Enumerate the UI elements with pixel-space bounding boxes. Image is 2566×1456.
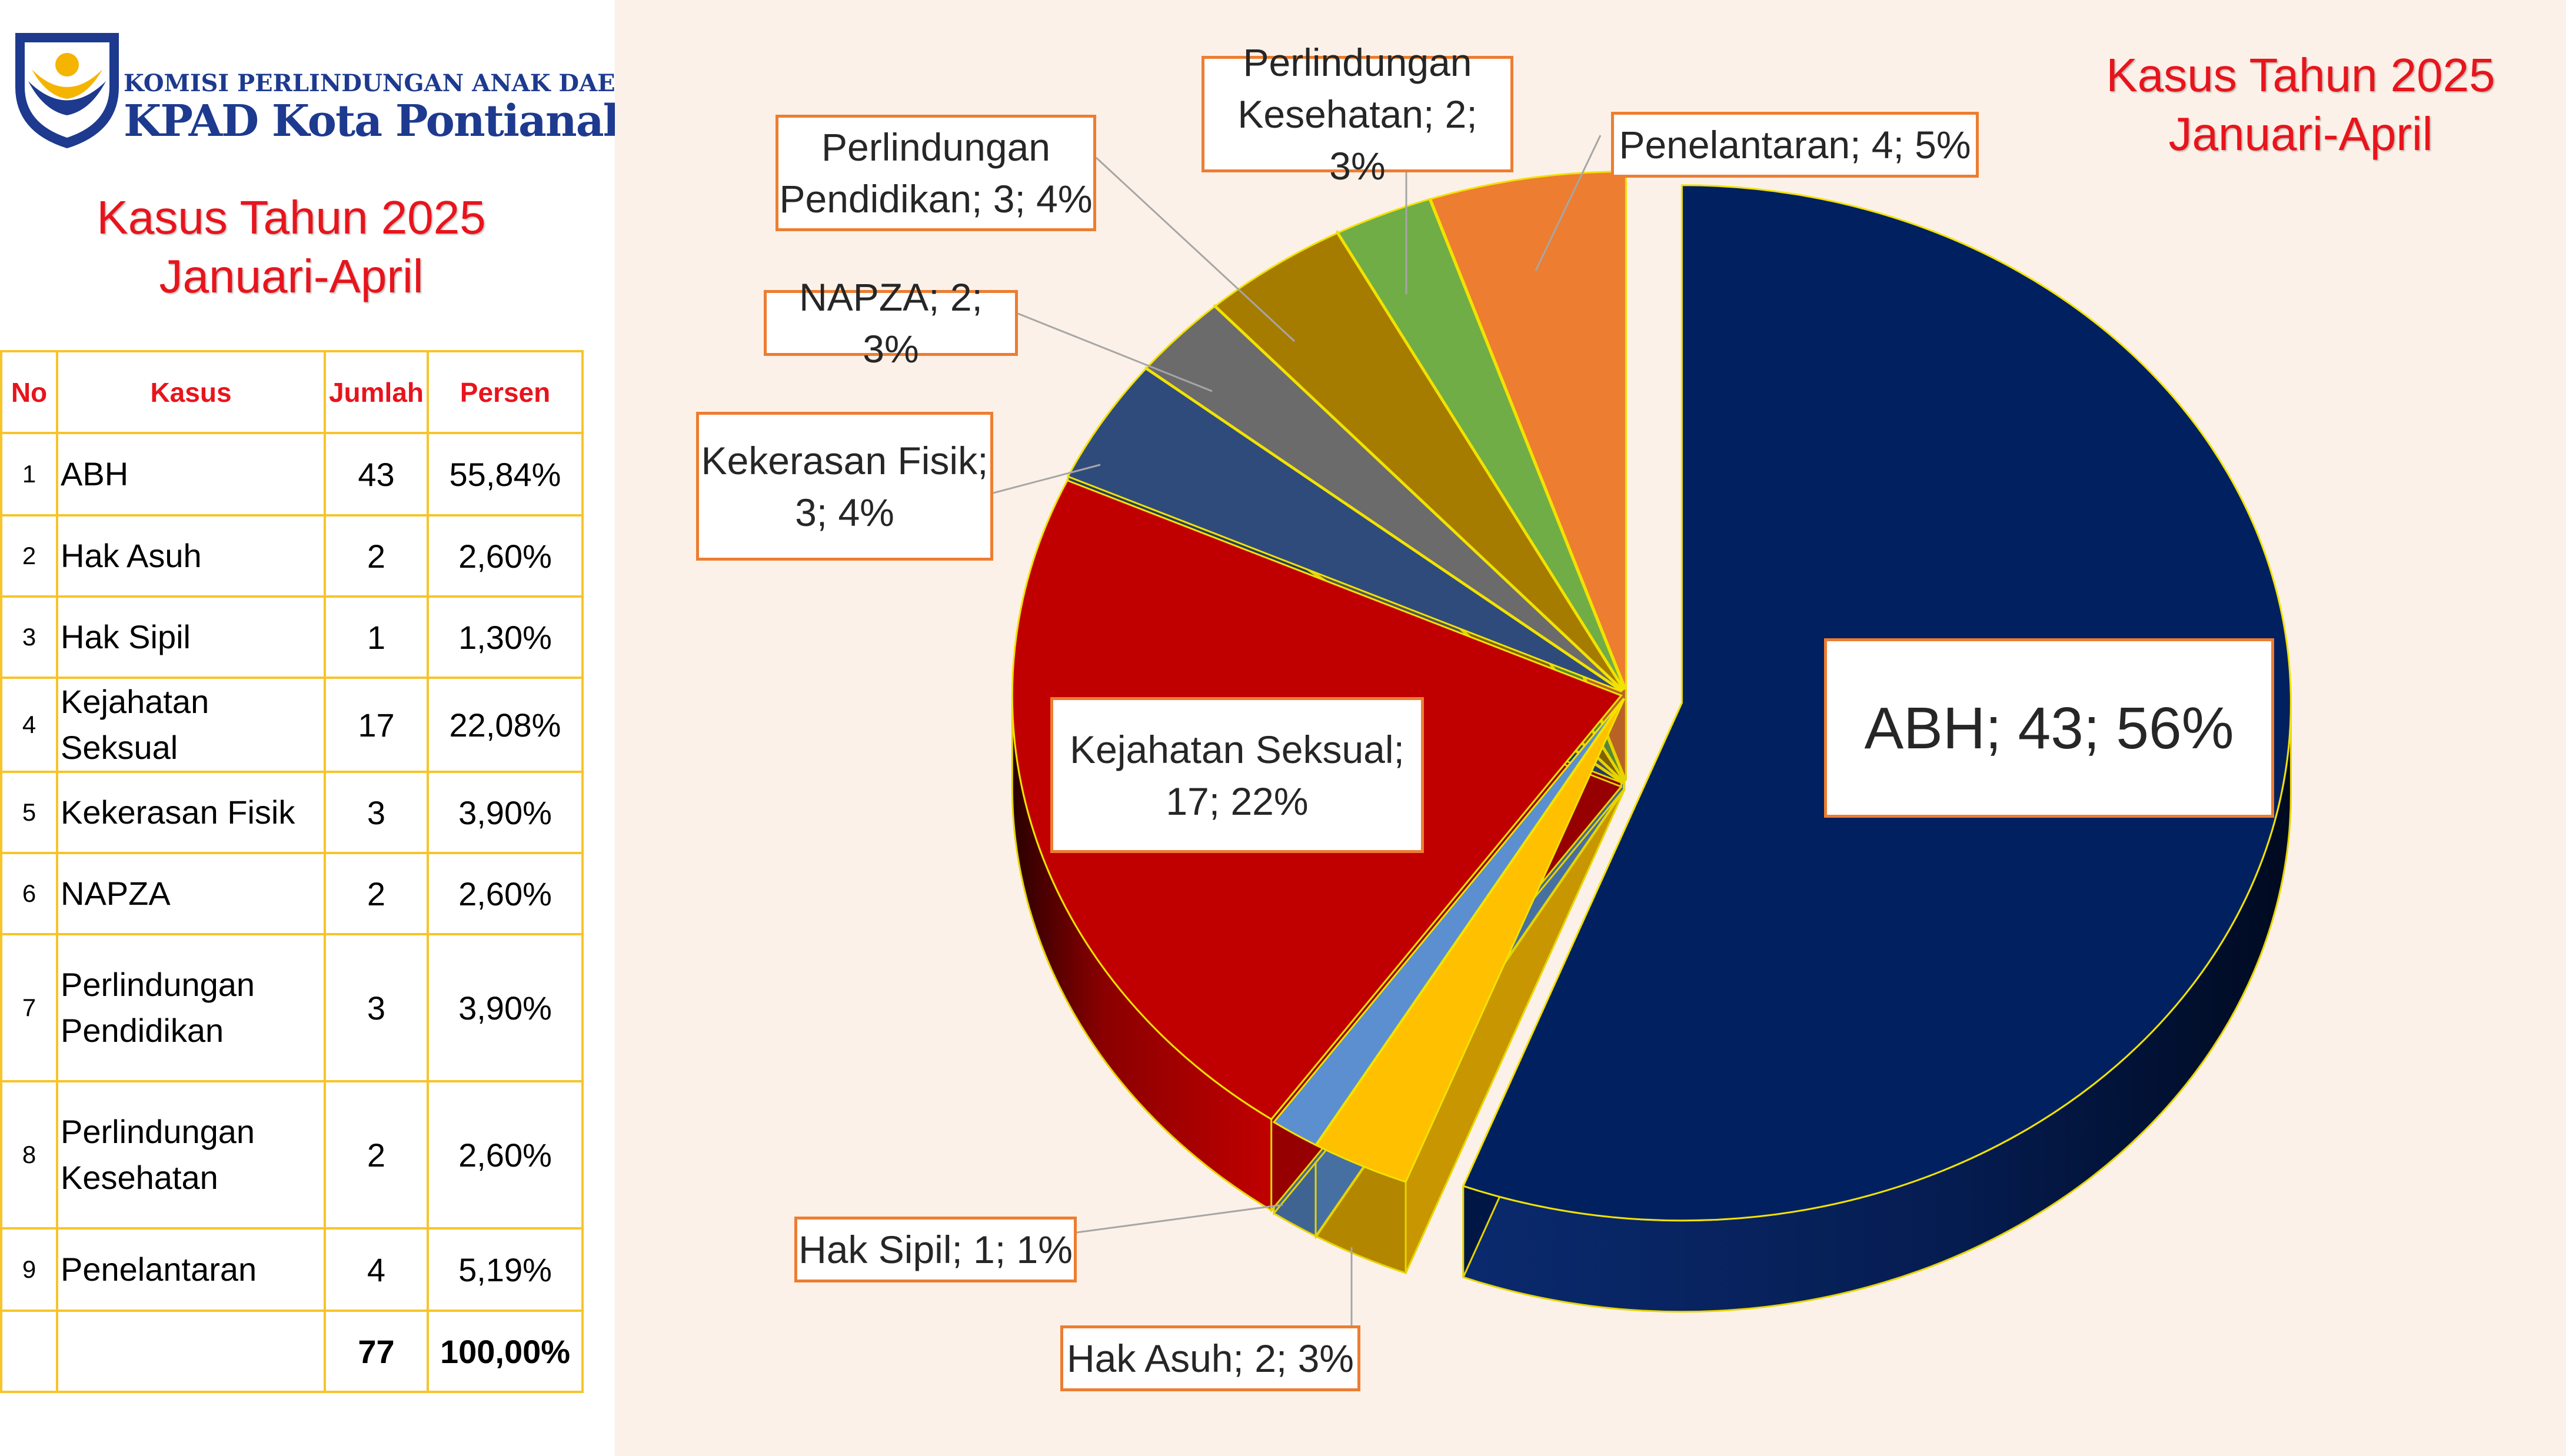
cases-table: No Kasus Jumlah Persen 1 ABH 43 55,84% 2…	[0, 350, 584, 1393]
cell-no: 8	[0, 1080, 58, 1230]
chart-title-line2: Januari-April	[2168, 108, 2433, 160]
data-label-text: Perlindungan Pendidikan; 3; 4%	[779, 125, 1093, 221]
cell-kasus: Penelantaran	[56, 1227, 326, 1312]
pie-slices	[1011, 171, 2292, 1313]
cell-no: 9	[0, 1227, 58, 1312]
data-label-abh: ABH; 43; 56%	[1824, 638, 2274, 818]
logo-org-name: KOMISI PERLINDUNGAN ANAK DAERAH	[124, 69, 675, 97]
header-jumlah: Jumlah	[324, 350, 429, 434]
cell-no: 2	[0, 514, 58, 598]
kpad-logo: KOMISI PERLINDUNGAN ANAK DAERAH KPAD Kot…	[8, 22, 675, 152]
cell-jumlah: 2	[324, 852, 429, 935]
cell-jumlah: 17	[324, 677, 429, 773]
cell-no: 4	[0, 677, 58, 773]
table-header-row: No Kasus Jumlah Persen	[0, 350, 584, 434]
table-row: 8 Perlindungan Kesehatan 2 2,60%	[0, 1080, 584, 1230]
cell-persen: 2,60%	[427, 1080, 584, 1230]
data-label-perlindungan-pendidikan: Perlindungan Pendidikan; 3; 4%	[776, 115, 1096, 231]
cell-kasus: Kejahatan Seksual	[56, 677, 326, 773]
header-persen: Persen	[427, 350, 584, 434]
header-no: No	[0, 350, 58, 434]
leader-line-perlindungan-pendidikan	[1095, 156, 1296, 342]
header-kasus: Kasus	[56, 350, 326, 434]
data-label-text: Hak Sipil; 1; 1%	[798, 1228, 1073, 1271]
data-label-text: Hak Asuh; 2; 3%	[1067, 1337, 1354, 1380]
data-label-napza: NAPZA; 2; 3%	[764, 275, 1018, 371]
cell-kasus: Hak Asuh	[56, 514, 326, 598]
cell-jumlah: 4	[324, 1227, 429, 1312]
data-label-text: Perlindungan Kesehatan; 2; 3%	[1237, 41, 1477, 188]
logo-org-title: KPAD Kota Pontianak	[124, 96, 633, 146]
cell-kasus: Kekerasan Fisik	[56, 771, 326, 854]
cell-no: 1	[0, 432, 58, 517]
cell-persen: 3,90%	[427, 771, 584, 854]
cell-jumlah: 2	[324, 514, 429, 598]
cell-kasus: ABH	[56, 432, 326, 517]
table-total-row: 77 100,00%	[0, 1310, 584, 1393]
cell-no: 3	[0, 595, 58, 679]
cell-persen: 2,60%	[427, 852, 584, 935]
cell-kasus: Perlindungan Pendidikan	[56, 933, 326, 1082]
slice-perlindungan-kesehatan	[1337, 198, 1626, 690]
cell-kasus: NAPZA	[56, 852, 326, 935]
data-label-text: ABH; 43; 56%	[1864, 695, 2234, 761]
data-label-penelantaran: Penelantaran; 4; 5%	[1611, 112, 1979, 178]
data-label-text: Kekerasan Fisik; 3; 4%	[701, 438, 989, 534]
cell-persen: 55,84%	[427, 432, 584, 517]
table-row: 7 Perlindungan Pendidikan 3 3,90%	[0, 933, 584, 1082]
total-jumlah: 77	[324, 1310, 429, 1393]
cell-no: 7	[0, 933, 58, 1082]
data-label-kekerasan-fisik: Kekerasan Fisik; 3; 4%	[696, 412, 993, 561]
table-title-line1: Kasus Tahun 2025	[96, 191, 486, 244]
table-row: 6 NAPZA 2 2,60%	[0, 852, 584, 935]
table-row: 4 Kejahatan Seksual 17 22,08%	[0, 677, 584, 773]
slice-hak-sipil	[1272, 698, 1625, 1147]
data-label-hak-sipil: Hak Sipil; 1; 1%	[794, 1217, 1077, 1282]
data-label-perlindungan-kesehatan: Perlindungan Kesehatan; 2; 3%	[1202, 41, 1513, 188]
cell-jumlah: 2	[324, 1080, 429, 1230]
cell-no: 6	[0, 852, 58, 935]
cell-jumlah: 43	[324, 432, 429, 517]
cell-persen: 5,19%	[427, 1227, 584, 1312]
left-panel: KOMISI PERLINDUNGAN ANAK DAERAH KPAD Kot…	[0, 0, 675, 1456]
table-row: 2 Hak Asuh 2 2,60%	[0, 514, 584, 598]
cell-kasus-empty	[56, 1310, 326, 1393]
data-label-text: Kejahatan Seksual; 17; 22%	[1070, 727, 1405, 823]
cell-jumlah: 3	[324, 771, 429, 854]
cell-persen: 2,60%	[427, 514, 584, 598]
leader-line-kekerasan-fisik	[993, 464, 1101, 494]
data-label-hak-asuh: Hak Asuh; 2; 3%	[1060, 1325, 1360, 1391]
leader-line-penelantaran	[1535, 135, 1602, 271]
chart-title-line1: Kasus Tahun 2025	[2106, 49, 2495, 101]
table-title: Kasus Tahun 2025 Januari-April	[0, 188, 583, 306]
cell-jumlah: 1	[324, 595, 429, 679]
cell-no: 5	[0, 771, 58, 854]
cell-kasus: Perlindungan Kesehatan	[56, 1080, 326, 1230]
kpad-emblem-icon	[15, 33, 119, 149]
cell-persen: 1,30%	[427, 595, 584, 679]
chart-title: Kasus Tahun 2025 Januari-April	[2059, 46, 2542, 164]
cell-persen: 22,08%	[427, 677, 584, 773]
table-title-line2: Januari-April	[159, 250, 424, 302]
slice-napza	[1145, 305, 1623, 692]
total-persen: 100,00%	[427, 1310, 584, 1393]
slice-perlindungan-pendidikan	[1214, 232, 1625, 691]
table-row: 9 Penelantaran 4 5,19%	[0, 1227, 584, 1312]
cell-no-empty	[0, 1310, 58, 1393]
leader-line-hak-sipil	[1076, 1204, 1283, 1234]
table-row: 5 Kekerasan Fisik 3 3,90%	[0, 771, 584, 854]
leader-line-napza	[1017, 312, 1213, 392]
leader-lines	[993, 135, 1602, 1325]
data-label-kejahatan-seksual: Kejahatan Seksual; 17; 22%	[1050, 697, 1424, 853]
cell-jumlah: 3	[324, 933, 429, 1082]
cell-kasus: Hak Sipil	[56, 595, 326, 679]
table-row: 3 Hak Sipil 1 1,30%	[0, 595, 584, 679]
data-label-text: Penelantaran; 4; 5%	[1619, 123, 1971, 166]
cell-persen: 3,90%	[427, 933, 584, 1082]
data-label-text: NAPZA; 2; 3%	[799, 275, 983, 371]
table-row: 1 ABH 43 55,84%	[0, 432, 584, 517]
